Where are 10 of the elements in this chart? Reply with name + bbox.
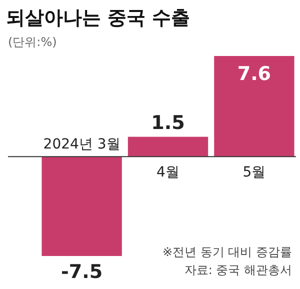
annotation: ※전년 동기 대비 증감률: [162, 245, 292, 259]
x-tick-label: 5월: [242, 164, 266, 181]
chart-subtitle: (단위:%): [8, 35, 57, 49]
x-tick-label: 2024년 3월: [43, 136, 120, 153]
data-label: 7.6: [237, 63, 272, 85]
chart-title: 되살아나는 중국 수출: [6, 7, 190, 29]
text: 자료: 중국 해관총서: [184, 263, 292, 277]
data-label: -7.5: [61, 261, 103, 283]
x-tick-label: 4월: [156, 164, 180, 181]
data-label: 1.5: [151, 112, 185, 134]
